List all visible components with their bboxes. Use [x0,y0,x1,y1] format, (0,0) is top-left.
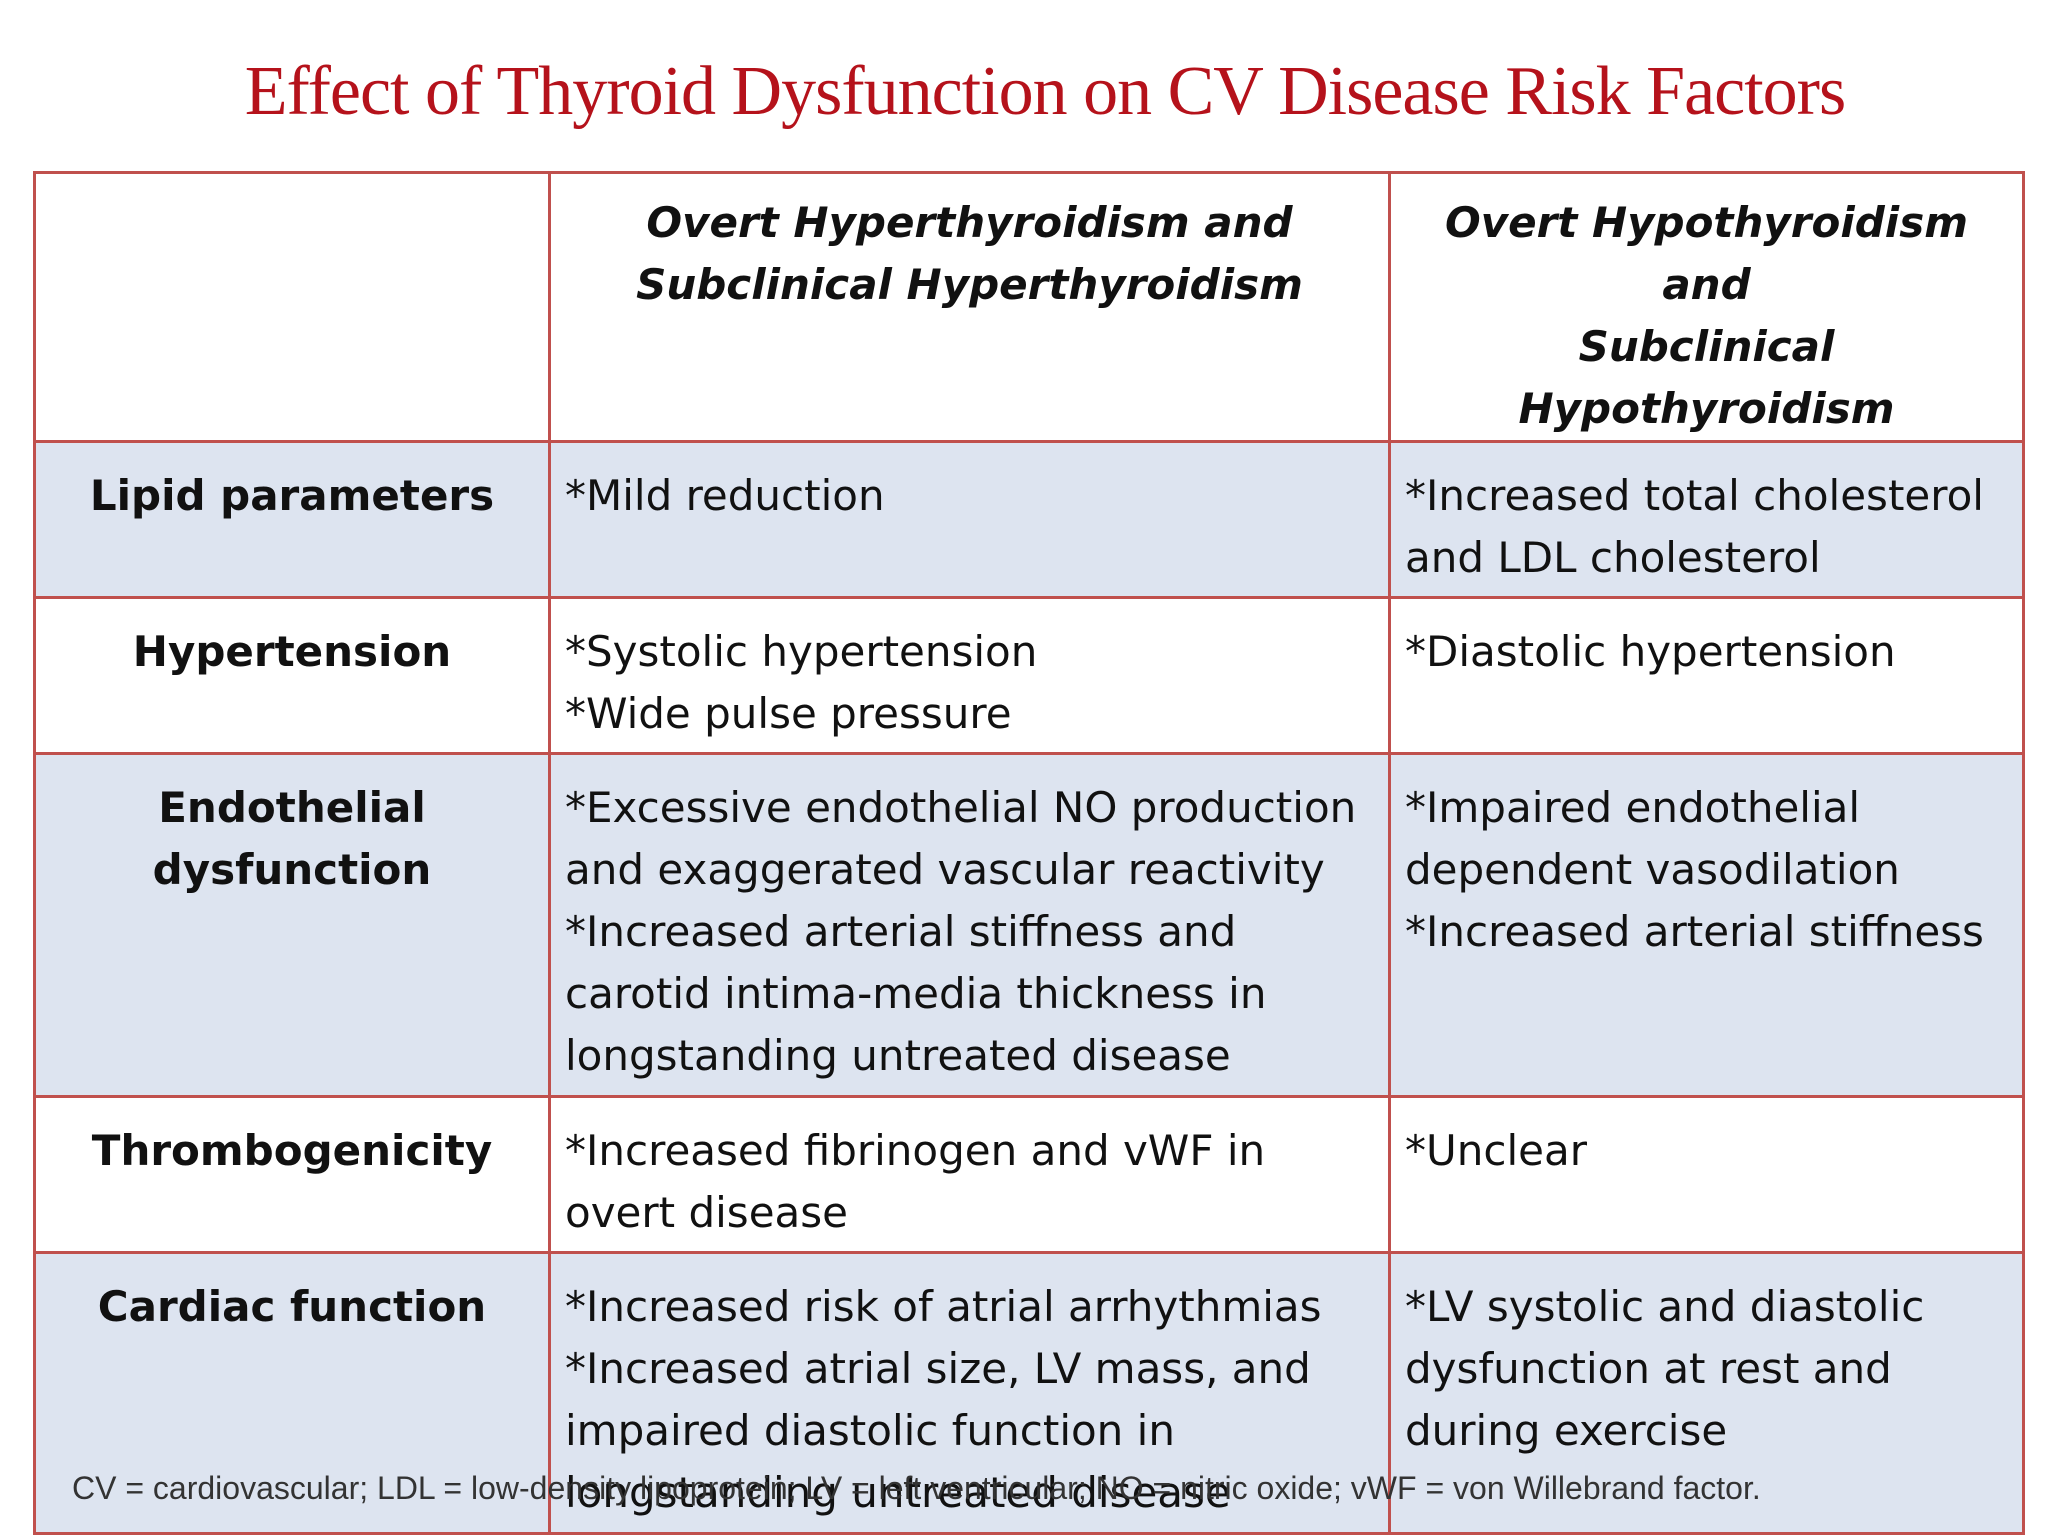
cell-line: dependent vasodilation [1405,845,1900,894]
label-line: Lipid parameters [89,471,495,520]
cell-line: *Wide pulse pressure [565,689,1012,738]
cell-line: *Increased total cholesterol [1405,471,1984,520]
cell-line: longstanding untreated disease [565,1468,1231,1517]
header-cell-empty [33,171,551,443]
header-cell-hypothyroidism: Overt Hypothyroidism and Subclinical Hyp… [1388,171,2025,443]
table-row-thrombogenicity: Thrombogenicity *Increased fibrinogen an… [33,1095,2025,1254]
cell-line: *Systolic hypertension [565,627,1038,676]
hypo-cell: *Diastolic hypertension [1388,596,2025,755]
hypo-cell: *Unclear [1388,1095,2025,1254]
cell-line: *Excessive endothelial NO production [565,783,1357,832]
cell-line: carotid intima-media thickness in [565,969,1267,1018]
label-line: Thrombogenicity [91,1126,493,1175]
risk-factor-table: Overt Hyperthyroidism and Subclinical Hy… [33,171,2025,1535]
cell-line: *Increased fibrinogen and vWF in [565,1126,1266,1175]
cell-line: *Impaired endothelial [1405,783,1861,832]
label-line: Hypertension [132,627,452,676]
header-line: Overt Hyperthyroidism and [646,198,1293,247]
hyper-cell: *Systolic hypertension *Wide pulse press… [548,596,1391,755]
hypo-cell: *Increased total cholesterol and LDL cho… [1388,440,2025,599]
cell-line: *Mild reduction [565,471,885,520]
row-label: Cardiac function [33,1251,551,1535]
hypo-cell: *LV systolic and diastolic dysfunction a… [1388,1251,2025,1535]
table-row-lipid-parameters: Lipid parameters *Mild reduction *Increa… [33,440,2025,599]
table-row-hypertension: Hypertension *Systolic hypertension *Wid… [33,596,2025,755]
cell-line: *Increased arterial stiffness [1405,907,1984,956]
cell-line: *Unclear [1405,1126,1587,1175]
row-label: Lipid parameters [33,440,551,599]
table-header-row: Overt Hyperthyroidism and Subclinical Hy… [33,171,2025,443]
label-line: Cardiac function [97,1282,487,1331]
cell-line: *LV systolic and diastolic [1405,1282,1925,1331]
row-label: Thrombogenicity [33,1095,551,1254]
hyper-cell: *Increased risk of atrial arrhythmias *I… [548,1251,1391,1535]
row-label: Endothelial dysfunction [33,752,551,1098]
hyper-cell: *Mild reduction [548,440,1391,599]
label-line: dysfunction [152,845,432,894]
header-line: Overt Hypothyroidism and [1445,198,1968,309]
cell-line: and LDL cholesterol [1405,533,1821,582]
label-line: Endothelial [158,783,426,832]
cell-line: *Increased atrial size, LV mass, and [565,1344,1311,1393]
cell-line: during exercise [1405,1406,1728,1455]
hypo-cell: *Impaired endothelial dependent vasodila… [1388,752,2025,1098]
cell-line: *Increased arterial stiffness and [565,907,1237,956]
footnote: CV = cardiovascular; LDL = low-density l… [72,1470,1761,1506]
header-line: Subclinical Hypothyroidism [1518,322,1895,433]
cell-line: *Increased risk of atrial arrhythmias [565,1282,1322,1331]
header-line: Subclinical Hyperthyroidism [636,260,1303,309]
cell-line: overt disease [565,1188,848,1237]
row-label: Hypertension [33,596,551,755]
table-row-cardiac-function: Cardiac function *Increased risk of atri… [33,1251,2025,1535]
hyper-cell: *Excessive endothelial NO production and… [548,752,1391,1098]
cell-line: and exaggerated vascular reactivity [565,845,1325,894]
cell-line: impaired diastolic function in [565,1406,1175,1455]
table-row-endothelial-dysfunction: Endothelial dysfunction *Excessive endot… [33,752,2025,1098]
page-title: Effect of Thyroid Dysfunction on CV Dise… [244,53,1846,130]
cell-line: dysfunction at rest and [1405,1344,1892,1393]
header-cell-hyperthyroidism: Overt Hyperthyroidism and Subclinical Hy… [548,171,1391,443]
hyper-cell: *Increased fibrinogen and vWF in overt d… [548,1095,1391,1254]
cell-line: *Diastolic hypertension [1405,627,1896,676]
cell-line: longstanding untreated disease [565,1031,1231,1080]
